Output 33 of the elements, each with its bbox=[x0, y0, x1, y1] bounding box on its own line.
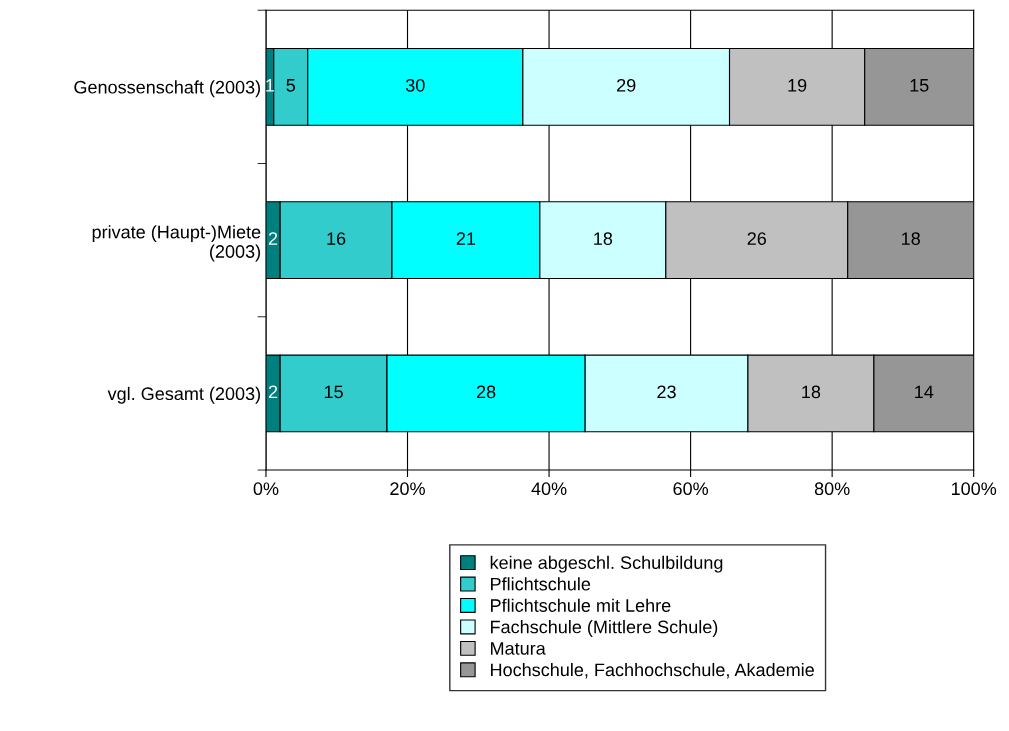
data-label: 2 bbox=[268, 385, 278, 399]
data-label: 15 bbox=[324, 385, 343, 399]
legend-label: Pflichtschule mit Lehre bbox=[491, 598, 671, 612]
x-tick-label: 40% bbox=[531, 482, 567, 496]
legend-label: Hochschule, Fachhochschule, Akademie bbox=[491, 662, 814, 679]
data-label: 5 bbox=[286, 79, 296, 92]
x-tick-label: 80% bbox=[814, 482, 850, 496]
data-label: 29 bbox=[617, 78, 636, 92]
data-label: 21 bbox=[456, 232, 476, 245]
data-label: 18 bbox=[594, 232, 613, 245]
data-label: 14 bbox=[915, 385, 934, 399]
x-tick-label: 20% bbox=[390, 482, 425, 496]
y-tick-label: Genossenschaft (2003) bbox=[74, 80, 261, 98]
legend-label: Pflichtschule bbox=[491, 577, 591, 591]
x-tick-label: 60% bbox=[673, 482, 709, 496]
data-label: 23 bbox=[657, 385, 676, 399]
x-tick-label: 0% bbox=[253, 482, 279, 496]
data-label: 16 bbox=[327, 232, 346, 245]
y-tick-label: vgl. Gesamt (2003) bbox=[107, 386, 260, 404]
x-tick-label: 100% bbox=[951, 482, 997, 496]
data-label: 18 bbox=[902, 232, 920, 245]
data-label: 19 bbox=[788, 78, 807, 92]
y-tick-label: private (Haupt-)Miete (2003) bbox=[92, 225, 261, 262]
data-label: 18 bbox=[802, 385, 821, 399]
legend-label: Matura bbox=[491, 642, 546, 655]
legend-label: keine abgeschl. Schulbildung bbox=[490, 555, 723, 573]
legend-label: Fachschule (Mittlere Schule) bbox=[491, 620, 718, 637]
data-label: 30 bbox=[405, 78, 425, 92]
data-label: 28 bbox=[476, 385, 496, 399]
data-label: 15 bbox=[910, 79, 929, 92]
data-label: 26 bbox=[747, 232, 767, 245]
data-label: 1 bbox=[266, 79, 274, 92]
data-label: 2 bbox=[268, 232, 278, 245]
